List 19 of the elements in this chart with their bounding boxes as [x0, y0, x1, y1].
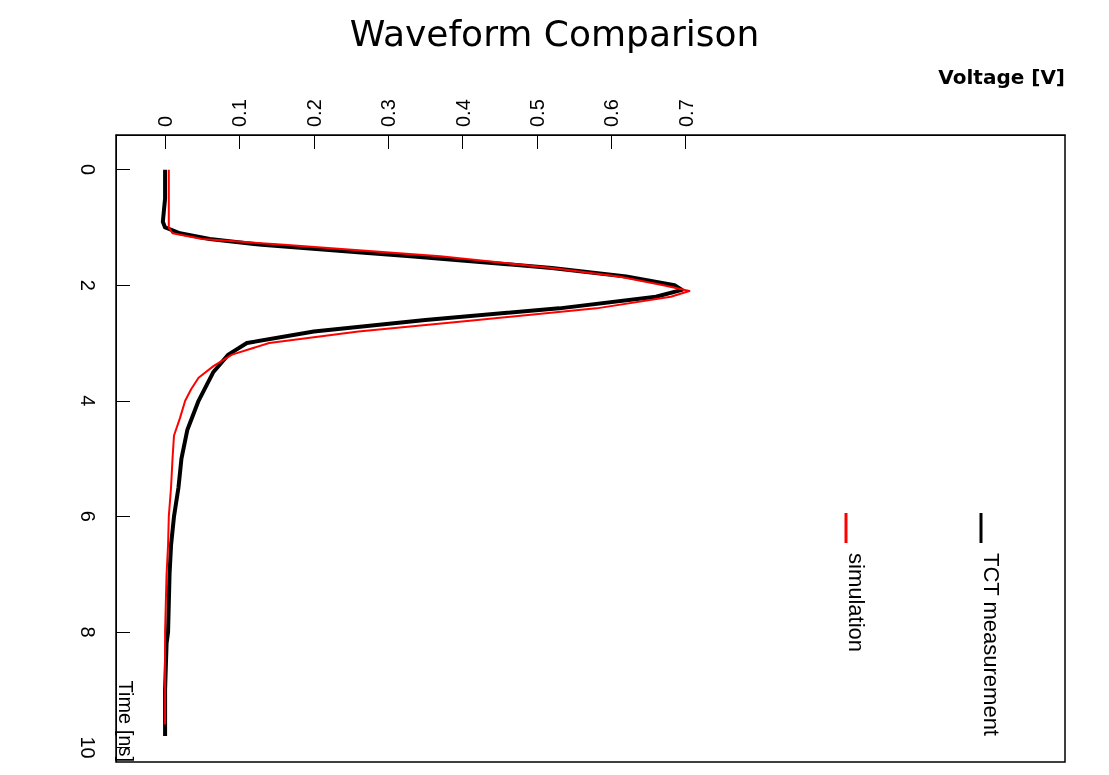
x-axis-title: Voltage [V] — [938, 65, 1065, 89]
y-tick-label: 8 — [77, 626, 99, 638]
legend-label: TCT measurement — [978, 553, 1004, 736]
y-tick-label: 4 — [77, 395, 99, 407]
y-axis-title: Time [ns] — [115, 680, 137, 762]
x-tick-label: 0.6 — [600, 99, 623, 127]
y-tick-label: 10 — [77, 736, 99, 759]
x-tick-label: 0 — [154, 115, 177, 127]
x-tick-label: 0.3 — [377, 99, 400, 127]
y-tick-label: 2 — [77, 279, 99, 291]
x-tick-label: 0.1 — [228, 99, 251, 127]
y-tick-label: 6 — [77, 510, 99, 522]
y-tick-label: 0 — [77, 164, 99, 176]
x-tick-label: 0.4 — [451, 99, 474, 127]
legend-label: simulation — [843, 553, 869, 653]
x-tick-label: 0.7 — [674, 99, 697, 127]
x-tick-label: 0.2 — [302, 99, 325, 127]
chart-title: Waveform Comparison — [349, 12, 760, 54]
x-tick-label: 0.5 — [525, 99, 548, 127]
